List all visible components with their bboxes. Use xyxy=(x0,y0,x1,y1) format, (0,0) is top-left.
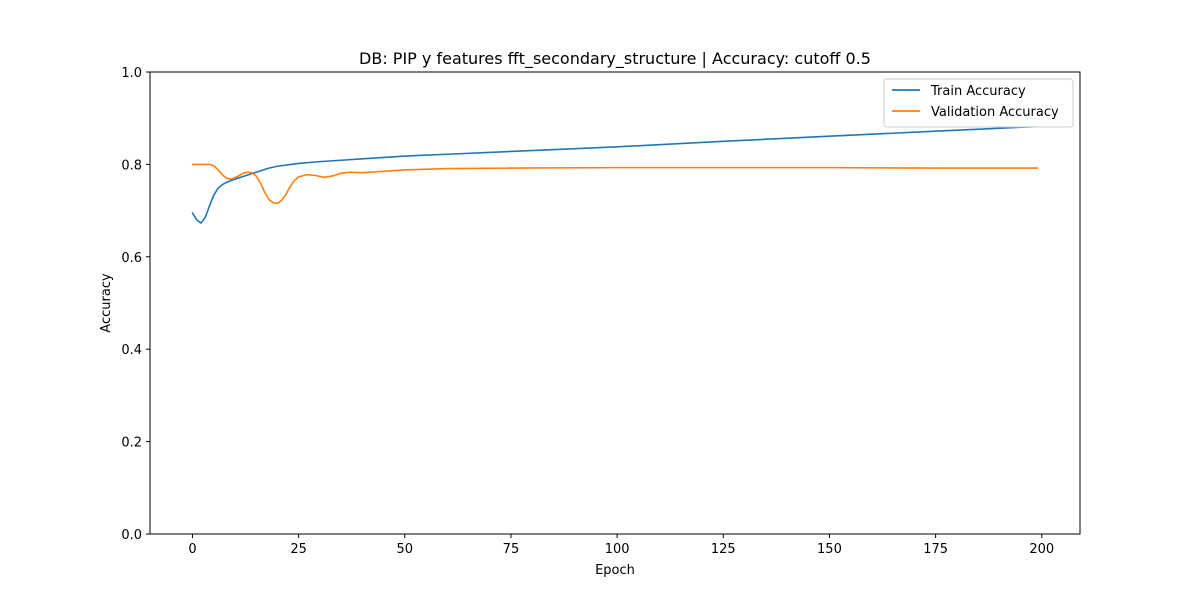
x-axis-ticks: 0 25 50 75 100 125 150 175 200 xyxy=(188,534,1054,557)
x-tick-label: 0 xyxy=(188,542,196,557)
x-tick-label: 50 xyxy=(397,542,414,557)
y-tick-label: 0.4 xyxy=(121,343,142,358)
x-tick-label: 125 xyxy=(711,542,736,557)
legend-items: Train Accuracy Validation Accuracy xyxy=(892,84,1059,120)
legend-label: Train Accuracy xyxy=(930,84,1026,99)
legend-label: Validation Accuracy xyxy=(931,105,1059,120)
y-tick-label: 1.0 xyxy=(121,66,142,81)
x-tick-label: 75 xyxy=(503,542,520,557)
y-axis-ticks: 0.0 0.2 0.4 0.6 0.8 1.0 xyxy=(121,66,150,543)
legend-box xyxy=(883,78,1074,128)
y-tick-label: 0.2 xyxy=(121,436,142,451)
y-tick-label: 0.0 xyxy=(121,528,142,543)
x-tick-label: 200 xyxy=(1029,542,1054,557)
legend: Train Accuracy Validation Accuracy xyxy=(883,78,1074,128)
series-line-train-accuracy xyxy=(191,125,1039,224)
x-tick-label: 100 xyxy=(605,542,630,557)
y-tick-label: 0.6 xyxy=(121,251,142,266)
x-tick-label: 150 xyxy=(817,542,842,557)
y-axis-label: Accuracy xyxy=(99,273,114,333)
chart-title: DB: PIP y features fft_secondary_structu… xyxy=(359,49,871,69)
y-tick-label: 0.8 xyxy=(121,158,142,173)
x-tick-label: 25 xyxy=(290,542,307,557)
plot-frame xyxy=(149,71,1081,535)
plot-lines xyxy=(191,125,1039,224)
series-line-validation-accuracy xyxy=(191,163,1039,205)
x-axis-label: Epoch xyxy=(595,563,635,578)
x-tick-label: 175 xyxy=(923,542,948,557)
